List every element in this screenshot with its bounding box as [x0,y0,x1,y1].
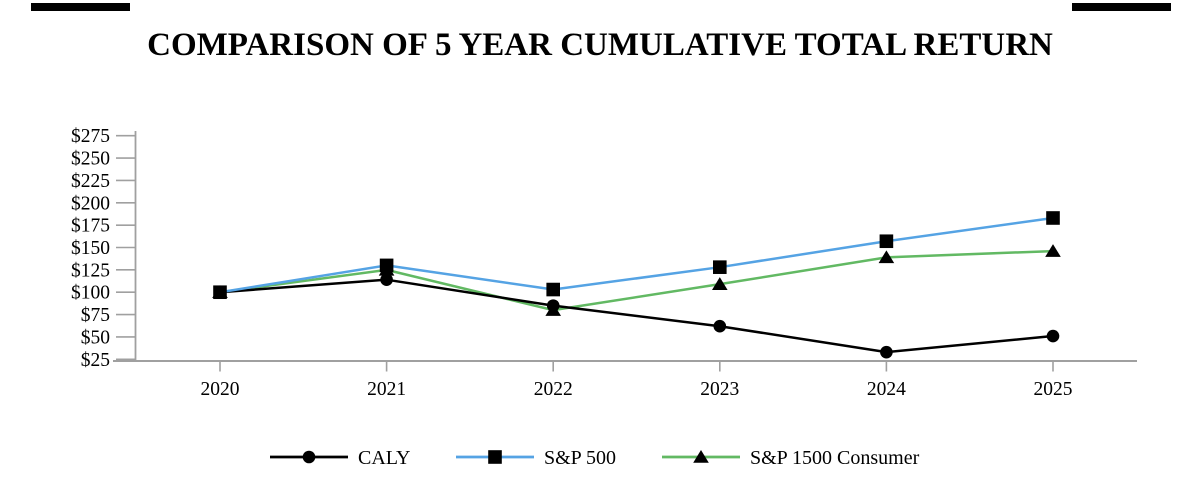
square-marker-icon [213,285,227,300]
circle-marker-icon [380,273,393,286]
x-axis-label: 2023 [700,379,739,400]
triangle-marker-icon [693,450,709,463]
y-axis-label: $225 [71,171,110,192]
circle-marker-icon [546,299,560,312]
x-axis-label: 2024 [867,379,906,400]
square-marker-icon [546,282,560,297]
legend-label-s-p-1500-consumer: S&P 1500 Consumer [750,447,920,469]
legend-label-s-p-500: S&P 500 [544,447,616,469]
page-decor-bar-right [1072,3,1171,11]
series-s-p-1500-consumer [212,244,1061,316]
square-marker-icon [488,450,502,464]
y-axis-label: $75 [81,305,110,326]
circle-marker-icon [880,345,893,359]
series-line-s-p-1500-consumer [218,249,1055,312]
x-axis-label: 2022 [534,379,573,400]
y-axis-label: $200 [71,193,110,214]
triangle-marker-icon [712,277,728,290]
legend-label-caly: CALY [358,447,410,469]
y-axis-label: $175 [71,216,110,237]
triangle-marker-icon [1045,244,1061,257]
y-axis-label: $100 [71,283,110,304]
y-axis-label: $25 [81,350,110,371]
square-marker-icon [1046,211,1060,225]
square-marker-icon [713,260,727,274]
x-axis-label: 2025 [1034,379,1073,400]
y-axis-label: $150 [71,238,110,259]
triangle-marker-icon [878,250,895,264]
y-axis-label: $250 [71,149,110,170]
legend-item-caly: CALY [270,447,410,469]
series-line-s-p-500 [218,216,1055,294]
x-axis-label: 2020 [201,379,240,400]
circle-marker-icon [1046,329,1060,343]
page-decor-bar-left [31,3,130,11]
square-marker-icon [379,258,394,273]
legend: CALY S&P 500 S&P 1500 Consumer [270,447,920,469]
chart-title: COMPARISON OF 5 YEAR CUMULATIVE TOTAL RE… [147,27,1053,63]
circle-marker-icon [302,450,316,464]
circle-marker-icon [713,319,727,333]
series-caly [213,273,1060,359]
y-axis-label: $275 [71,126,110,147]
series-line-caly [218,278,1055,354]
y-axis-label: $125 [71,260,110,281]
x-axis-label: 2021 [367,379,406,400]
y-axis-label: $50 [81,327,110,348]
square-marker-icon [879,234,894,249]
legend-item-s-p-1500-consumer: S&P 1500 Consumer [662,447,920,469]
legend-item-s-p-500: S&P 500 [456,447,616,469]
series-s-p-500 [213,211,1060,300]
